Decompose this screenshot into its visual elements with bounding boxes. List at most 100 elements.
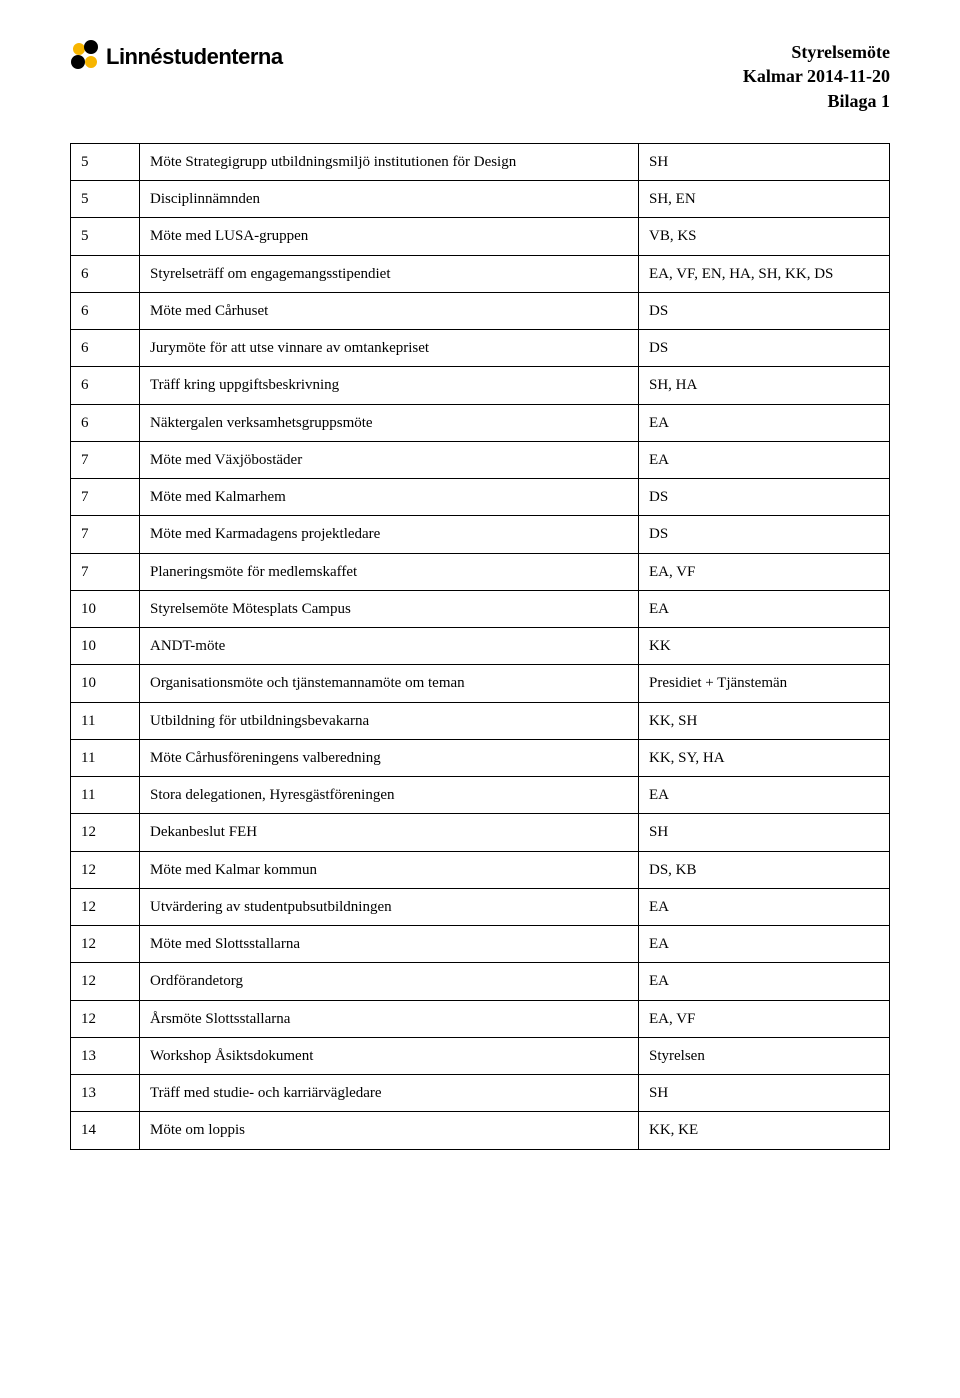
row-description: Workshop Åsiktsdokument (140, 1037, 639, 1074)
row-description: Möte Strategigrupp utbildningsmiljö inst… (140, 143, 639, 180)
row-parties: DS, KB (639, 851, 890, 888)
row-description: Möte med Cårhuset (140, 292, 639, 329)
row-description: Stora delegationen, Hyresgästföreningen (140, 777, 639, 814)
row-parties: DS (639, 292, 890, 329)
table-row: 11Stora delegationen, Hyresgästföreninge… (71, 777, 890, 814)
row-parties: EA, VF (639, 1000, 890, 1037)
row-parties: SH, HA (639, 367, 890, 404)
row-parties: EA (639, 926, 890, 963)
row-number: 14 (71, 1112, 140, 1149)
row-description: Träff kring uppgiftsbeskrivning (140, 367, 639, 404)
table-row: 12Årsmöte SlottsstallarnaEA, VF (71, 1000, 890, 1037)
row-number: 7 (71, 553, 140, 590)
row-parties: Presidiet + Tjänstemän (639, 665, 890, 702)
row-number: 11 (71, 739, 140, 776)
row-parties: KK (639, 628, 890, 665)
row-description: Möte med Kalmar kommun (140, 851, 639, 888)
table-row: 12Möte med Kalmar kommunDS, KB (71, 851, 890, 888)
row-parties: DS (639, 516, 890, 553)
table-row: 10Organisationsmöte och tjänstemannamöte… (71, 665, 890, 702)
table-row: 13Träff med studie- och karriärvägledare… (71, 1075, 890, 1112)
row-parties: EA, VF (639, 553, 890, 590)
row-description: Möte med LUSA-gruppen (140, 218, 639, 255)
meeting-table: 5Möte Strategigrupp utbildningsmiljö ins… (70, 143, 890, 1150)
header-meta-line3: Bilaga 1 (743, 89, 890, 113)
row-description: Disciplinnämnden (140, 181, 639, 218)
logo: Linnéstudenterna (70, 40, 283, 74)
row-number: 6 (71, 330, 140, 367)
row-number: 6 (71, 255, 140, 292)
row-description: Möte om loppis (140, 1112, 639, 1149)
row-parties: SH (639, 143, 890, 180)
row-number: 5 (71, 218, 140, 255)
row-parties: DS (639, 330, 890, 367)
table-row: 6Styrelseträff om engagemangsstipendietE… (71, 255, 890, 292)
row-description: Utvärdering av studentpubsutbildningen (140, 888, 639, 925)
row-number: 10 (71, 665, 140, 702)
row-number: 6 (71, 404, 140, 441)
row-description: Möte med Växjöbostäder (140, 441, 639, 478)
row-parties: EA (639, 590, 890, 627)
row-number: 6 (71, 292, 140, 329)
table-row: 12OrdförandetorgEA (71, 963, 890, 1000)
row-number: 6 (71, 367, 140, 404)
table-row: 5DisciplinnämndenSH, EN (71, 181, 890, 218)
table-row: 12Dekanbeslut FEHSH (71, 814, 890, 851)
row-parties: SH, EN (639, 181, 890, 218)
row-parties: VB, KS (639, 218, 890, 255)
row-parties: EA (639, 777, 890, 814)
row-description: Träff med studie- och karriärvägledare (140, 1075, 639, 1112)
row-number: 7 (71, 441, 140, 478)
table-row: 6Möte med CårhusetDS (71, 292, 890, 329)
table-row: 6Träff kring uppgiftsbeskrivningSH, HA (71, 367, 890, 404)
page-header: Linnéstudenterna Styrelsemöte Kalmar 201… (70, 40, 890, 113)
row-parties: SH (639, 1075, 890, 1112)
row-number: 12 (71, 888, 140, 925)
row-number: 11 (71, 702, 140, 739)
row-number: 12 (71, 963, 140, 1000)
row-description: Näktergalen verksamhetsgruppsmöte (140, 404, 639, 441)
row-description: Styrelsemöte Mötesplats Campus (140, 590, 639, 627)
table-row: 12Utvärdering av studentpubsutbildningen… (71, 888, 890, 925)
row-parties: SH (639, 814, 890, 851)
row-number: 13 (71, 1037, 140, 1074)
table-row: 14Möte om loppisKK, KE (71, 1112, 890, 1149)
row-description: Organisationsmöte och tjänstemannamöte o… (140, 665, 639, 702)
row-parties: KK, SY, HA (639, 739, 890, 776)
table-row: 10ANDT-möteKK (71, 628, 890, 665)
row-number: 12 (71, 1000, 140, 1037)
row-parties: EA (639, 404, 890, 441)
row-parties: DS (639, 479, 890, 516)
table-row: 5Möte Strategigrupp utbildningsmiljö ins… (71, 143, 890, 180)
header-meta: Styrelsemöte Kalmar 2014-11-20 Bilaga 1 (743, 40, 890, 113)
table-row: 7Möte med Karmadagens projektledareDS (71, 516, 890, 553)
row-description: Möte med Slottsstallarna (140, 926, 639, 963)
table-row: 13Workshop ÅsiktsdokumentStyrelsen (71, 1037, 890, 1074)
row-parties: EA (639, 888, 890, 925)
row-description: Möte Cårhusföreningens valberedning (140, 739, 639, 776)
row-description: Ordförandetorg (140, 963, 639, 1000)
row-number: 7 (71, 516, 140, 553)
row-number: 12 (71, 926, 140, 963)
row-number: 7 (71, 479, 140, 516)
row-description: Jurymöte för att utse vinnare av omtanke… (140, 330, 639, 367)
logo-icon (70, 40, 104, 74)
row-number: 5 (71, 143, 140, 180)
row-description: Möte med Kalmarhem (140, 479, 639, 516)
row-description: Dekanbeslut FEH (140, 814, 639, 851)
table-row: 7Möte med KalmarhemDS (71, 479, 890, 516)
row-parties: EA, VF, EN, HA, SH, KK, DS (639, 255, 890, 292)
row-number: 12 (71, 814, 140, 851)
row-description: Utbildning för utbildningsbevakarna (140, 702, 639, 739)
logo-text: Linnéstudenterna (106, 44, 283, 70)
row-parties: Styrelsen (639, 1037, 890, 1074)
table-row: 12Möte med SlottsstallarnaEA (71, 926, 890, 963)
header-meta-line1: Styrelsemöte (743, 40, 890, 64)
row-parties: EA (639, 441, 890, 478)
row-parties: KK, KE (639, 1112, 890, 1149)
row-number: 10 (71, 628, 140, 665)
table-row: 7Möte med VäxjöbostäderEA (71, 441, 890, 478)
row-number: 10 (71, 590, 140, 627)
table-row: 6Jurymöte för att utse vinnare av omtank… (71, 330, 890, 367)
row-description: Planeringsmöte för medlemskaffet (140, 553, 639, 590)
